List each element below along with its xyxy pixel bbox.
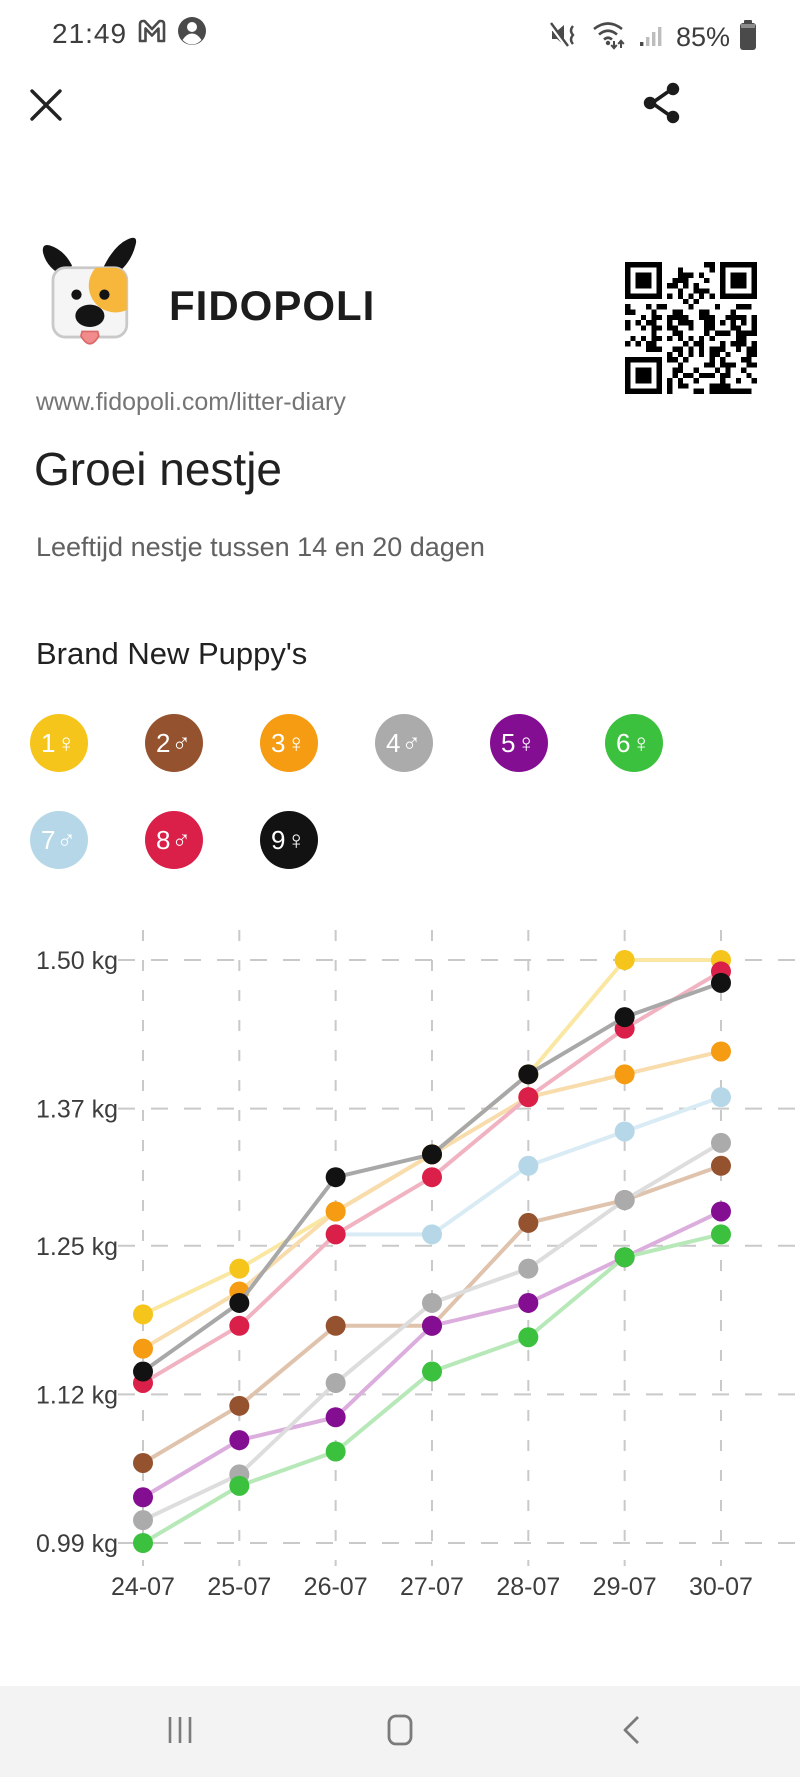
data-point-puppy-6 (710, 1224, 731, 1245)
x-axis-label: 28-07 (496, 1573, 560, 1601)
data-point-puppy-4 (614, 1190, 635, 1211)
y-axis-label: 1.25 kg (36, 1233, 118, 1261)
puppy-badge-6: 6♀ (605, 714, 663, 772)
puppy-badge-5: 5♀ (490, 714, 548, 772)
data-point-puppy-1 (229, 1258, 250, 1279)
data-point-puppy-4 (421, 1292, 442, 1313)
battery-percent: 85% (675, 22, 730, 52)
litter-name-heading: Brand New Puppy's (36, 636, 308, 671)
puppy-legend: 1♀ 2♂ 3♀ 4♂ 5♀ 6♀ 7♂ 8♂ 9♀ (30, 714, 770, 869)
share-button[interactable] (638, 80, 686, 128)
data-point-puppy-6 (229, 1475, 250, 1496)
data-point-puppy-9 (325, 1167, 346, 1188)
data-point-puppy-2 (229, 1395, 250, 1416)
recents-icon (163, 1713, 197, 1750)
y-axis-label: 1.50 kg (36, 947, 118, 975)
vibrate-mute-icon (548, 20, 582, 55)
data-point-puppy-2 (518, 1212, 539, 1233)
page-title: Groei nestje (34, 443, 283, 495)
data-point-puppy-3 (133, 1338, 153, 1359)
data-point-puppy-9 (710, 972, 731, 993)
puppy-badge-8: 8♂ (145, 811, 203, 869)
share-icon (641, 81, 683, 128)
close-button[interactable] (22, 82, 70, 130)
brand-name: FIDOPOLI (169, 281, 376, 329)
wifi-icon (590, 19, 630, 56)
dog-logo (35, 232, 147, 351)
x-axis-label: 26-07 (304, 1573, 368, 1601)
data-point-puppy-4 (710, 1132, 731, 1153)
data-point-puppy-4 (518, 1258, 539, 1279)
data-point-puppy-8 (325, 1224, 346, 1245)
battery-icon (738, 18, 758, 57)
data-point-puppy-7 (421, 1224, 442, 1245)
data-point-puppy-5 (518, 1292, 539, 1313)
data-point-puppy-7 (710, 1087, 731, 1108)
data-point-puppy-7 (518, 1155, 539, 1176)
data-point-puppy-4 (133, 1510, 153, 1531)
data-point-puppy-8 (518, 1087, 539, 1108)
qr-code (625, 262, 757, 394)
data-point-puppy-5 (229, 1430, 250, 1451)
data-point-puppy-6 (133, 1533, 153, 1553)
y-axis-label: 0.99 kg (36, 1530, 118, 1558)
data-point-puppy-2 (710, 1155, 731, 1176)
puppy-badge-1: 1♀ (30, 714, 88, 772)
page-subtitle: Leeftijd nestje tussen 14 en 20 dagen (36, 532, 485, 562)
nav-home-button[interactable] (340, 1686, 460, 1777)
close-icon (26, 85, 66, 128)
x-axis-label: 27-07 (400, 1573, 464, 1601)
data-point-puppy-8 (421, 1167, 442, 1188)
data-point-puppy-8 (229, 1315, 250, 1336)
android-nav-bar (0, 1686, 800, 1777)
data-point-puppy-1 (133, 1304, 153, 1325)
data-point-puppy-9 (518, 1064, 539, 1085)
data-point-puppy-2 (133, 1452, 153, 1473)
data-point-puppy-2 (325, 1315, 346, 1336)
puppy-badge-9: 9♀ (260, 811, 318, 869)
y-axis-label: 1.37 kg (36, 1096, 118, 1124)
data-point-puppy-3 (614, 1064, 635, 1085)
data-point-puppy-9 (229, 1292, 250, 1313)
x-axis-label: 30-07 (689, 1573, 753, 1601)
data-point-puppy-5 (325, 1407, 346, 1428)
gmail-icon (137, 18, 167, 49)
data-point-puppy-3 (325, 1201, 346, 1222)
puppy-badge-3: 3♀ (260, 714, 318, 772)
signal-icon (638, 20, 668, 55)
x-axis-label: 25-07 (207, 1573, 271, 1601)
x-axis-label: 24-07 (111, 1573, 175, 1601)
home-icon (383, 1713, 417, 1750)
data-point-puppy-9 (421, 1144, 442, 1165)
data-point-puppy-6 (421, 1361, 442, 1382)
brand-url: www.fidopoli.com/litter-diary (36, 388, 346, 416)
nav-back-button[interactable] (572, 1686, 692, 1777)
data-point-puppy-5 (710, 1201, 731, 1222)
data-point-puppy-9 (614, 1007, 635, 1028)
x-axis-label: 29-07 (593, 1573, 657, 1601)
data-point-puppy-3 (710, 1041, 731, 1062)
data-point-puppy-9 (133, 1361, 153, 1382)
growth-chart: 1.50 kg 1.37 kg 1.25 kg 1.12 kg 0.99 kg 24-07… (0, 900, 800, 1610)
status-bar: 21:49 (0, 0, 800, 70)
puppy-badge-2: 2♂ (145, 714, 203, 772)
data-point-puppy-7 (614, 1121, 635, 1142)
data-point-puppy-6 (614, 1247, 635, 1268)
data-point-puppy-5 (421, 1315, 442, 1336)
back-icon (617, 1713, 647, 1750)
brand-header: FIDOPOLI (35, 232, 375, 351)
puppy-badge-7: 7♂ (30, 811, 88, 869)
data-point-puppy-1 (614, 950, 635, 970)
data-point-puppy-4 (325, 1372, 346, 1393)
data-point-puppy-6 (518, 1327, 539, 1348)
account-icon (177, 16, 207, 51)
data-point-puppy-5 (133, 1487, 153, 1508)
y-axis-label: 1.12 kg (36, 1381, 118, 1409)
puppy-badge-4: 4♂ (375, 714, 433, 772)
data-point-puppy-6 (325, 1441, 346, 1462)
clock: 21:49 (52, 17, 128, 49)
nav-recents-button[interactable] (120, 1686, 240, 1777)
